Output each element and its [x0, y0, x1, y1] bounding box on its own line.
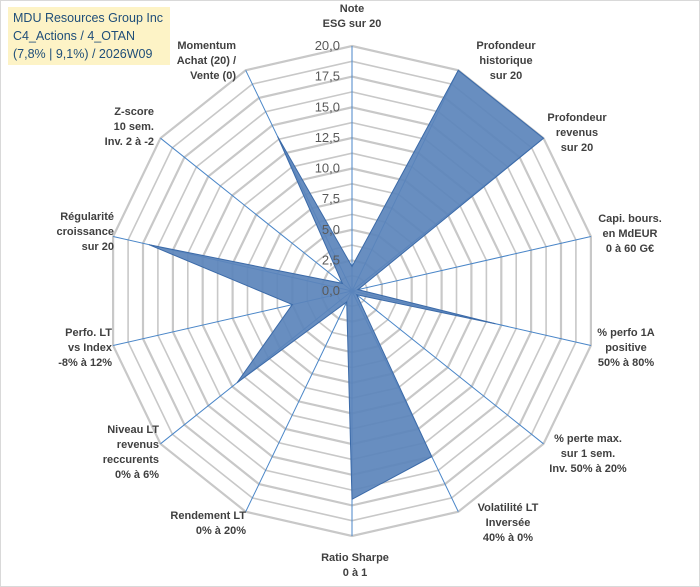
axis-label-line: 0 à 60 G€ [606, 243, 654, 255]
axis-label: Capi. bours. en MdEUR 0 à 60 G€ [598, 213, 662, 255]
axis-label: Volatilité LT Inversée 40% à 0% [478, 502, 539, 544]
title-stats: (7,8% | 9,1%) / 2026W09 [13, 47, 153, 61]
axis-label-line: Ratio Sharpe [321, 552, 389, 564]
axis-label-line: Volatilité LT [478, 502, 539, 514]
tick-label: 2,5 [322, 252, 340, 267]
radar-series [148, 69, 545, 501]
axis-label: Ratio Sharpe 0 à 1 [321, 552, 389, 579]
tick-label: 0,0 [322, 283, 340, 298]
tick-label: 10,0 [315, 161, 340, 176]
axis-label: Rendement LT 0% à 20% [170, 510, 246, 537]
axis-label-line: ESG sur 20 [323, 18, 382, 30]
chart-title-box: MDU Resources Group Inc C4_Actions / 4_O… [8, 7, 170, 65]
axis-label-line: Capi. bours. [598, 213, 662, 225]
axis-label-line: 10 sem. [114, 121, 154, 133]
tick-label: 5,0 [322, 222, 340, 237]
axis-label-line: sur 20 [82, 241, 114, 253]
tick-label: 7,5 [322, 191, 340, 206]
axis-label-line: Inversée [486, 517, 531, 529]
axis-label-line: % perfo 1A [597, 327, 655, 339]
axis-label: Note ESG sur 20 [323, 3, 382, 30]
axis-label: Régularité croissance sur 20 [57, 211, 114, 253]
axis-label-line: positive [605, 342, 647, 354]
axis-label-line: en MdEUR [603, 228, 658, 240]
radar-axis-labels: Note ESG sur 20 Profondeur historique sur 20… [57, 3, 662, 579]
axis-label-line: % perte max. [554, 433, 622, 445]
axis-label-line: Régularité [60, 211, 114, 223]
radar-tick-labels: 0,0 2,5 5,0 7,5 10,0 12,5 15,0 17,5 20,0 [315, 38, 340, 298]
axis-label-line: croissance [57, 226, 114, 238]
axis-label: Perfo. LT vs Index -8% à 12% [58, 327, 113, 369]
axis-label-line: Inv. 2 à -2 [105, 136, 154, 148]
series-area [148, 69, 545, 501]
axis-label-line: revenus [117, 439, 159, 451]
axis-label-line: vs Index [68, 342, 113, 354]
axis-label: Z-score 10 sem. Inv. 2 à -2 [105, 106, 154, 148]
axis-label: Momentum Achat (20) / Vente (0) [177, 40, 237, 82]
axis-label-line: revenus [556, 127, 598, 139]
title-category: C4_Actions / 4_OTAN [13, 29, 136, 43]
axis-label-line: Vente (0) [190, 70, 236, 82]
tick-label: 12,5 [315, 130, 340, 145]
axis-label-line: Profondeur [547, 112, 607, 124]
axis-spoke [160, 137, 353, 292]
axis-spoke [351, 236, 592, 292]
tick-label: 17,5 [315, 69, 340, 84]
axis-label-line: 50% à 80% [598, 357, 654, 369]
axis-label-line: Momentum [177, 40, 236, 52]
axis-label-line: Rendement LT [170, 510, 246, 522]
axis-label-line: 0% à 6% [115, 469, 159, 481]
axis-label-line: sur 20 [561, 142, 593, 154]
tick-label: 20,0 [315, 38, 340, 53]
axis-label-line: Perfo. LT [65, 327, 112, 339]
title-company: MDU Resources Group Inc [13, 11, 164, 25]
axis-label-line: historique [479, 55, 532, 67]
axis-spoke [351, 290, 544, 445]
axis-label-line: Note [340, 3, 364, 15]
axis-label: % perfo 1A positive 50% à 80% [597, 327, 655, 369]
axis-label-line: Z-score [114, 106, 154, 118]
axis-label-line: 0 à 1 [343, 567, 367, 579]
axis-label-line: Niveau LT [107, 424, 159, 436]
axis-label: Profondeur historique sur 20 [476, 40, 536, 82]
axis-label: Profondeur revenus sur 20 [547, 112, 607, 154]
axis-label-line: reccurents [103, 454, 159, 466]
axis-label-line: sur 20 [490, 70, 522, 82]
axis-spoke [245, 290, 353, 512]
axis-label-line: Achat (20) / [177, 55, 236, 67]
axis-label-line: Profondeur [476, 40, 536, 52]
axis-label-line: 40% à 0% [483, 532, 533, 544]
tick-label: 15,0 [315, 99, 340, 114]
axis-label-line: 0% à 20% [196, 525, 246, 537]
axis-label-line: sur 1 sem. [561, 448, 615, 460]
axis-label: Niveau LT revenus reccurents 0% à 6% [103, 424, 160, 481]
axis-label: % perte max. sur 1 sem. Inv. 50% à 20% [549, 433, 627, 475]
axis-label-line: -8% à 12% [58, 357, 112, 369]
axis-label-line: Inv. 50% à 20% [549, 463, 627, 475]
